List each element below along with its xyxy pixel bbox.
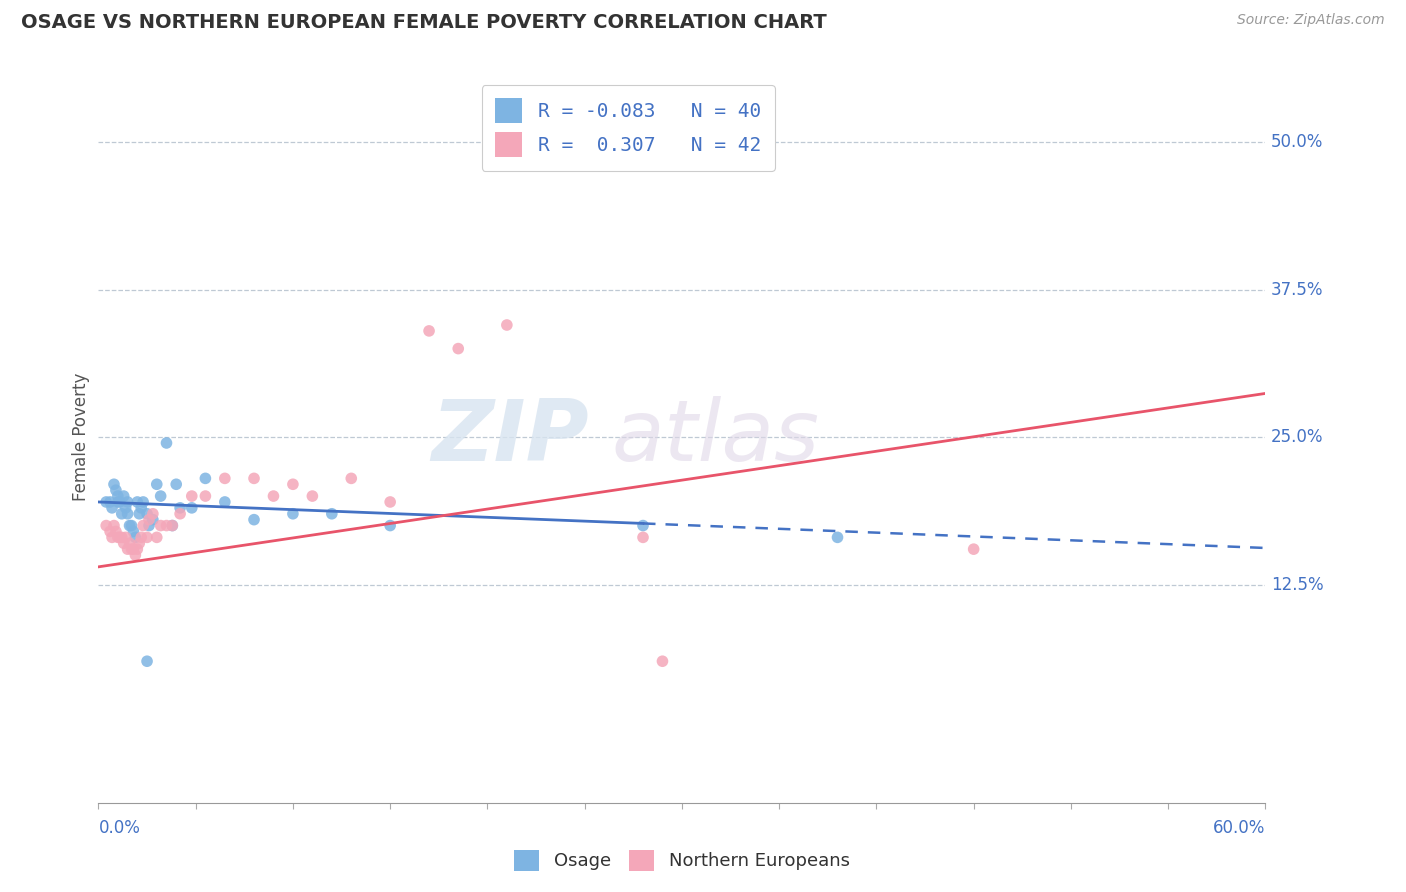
Text: 37.5%: 37.5%: [1271, 281, 1323, 299]
Point: [103, 518, 125, 533]
Point: [243, 471, 266, 485]
Point: [631, 530, 654, 544]
Point: [112, 536, 135, 550]
Point: [96, 518, 118, 533]
Point: [121, 542, 143, 557]
Point: [128, 536, 150, 550]
Point: [146, 530, 169, 544]
Point: [651, 654, 673, 668]
Point: [169, 500, 191, 515]
Point: [118, 518, 141, 533]
Point: [104, 483, 127, 498]
Point: [962, 542, 984, 557]
Text: Source: ZipAtlas.com: Source: ZipAtlas.com: [1237, 13, 1385, 28]
Point: [127, 495, 149, 509]
Point: [103, 477, 125, 491]
Text: ZIP: ZIP: [430, 395, 589, 479]
Point: [128, 507, 150, 521]
Point: [127, 542, 149, 557]
Point: [114, 500, 136, 515]
Point: [111, 507, 134, 521]
Point: [631, 518, 654, 533]
Text: OSAGE VS NORTHERN EUROPEAN FEMALE POVERTY CORRELATION CHART: OSAGE VS NORTHERN EUROPEAN FEMALE POVERT…: [21, 13, 827, 32]
Point: [108, 495, 131, 509]
Point: [142, 513, 165, 527]
Point: [121, 518, 143, 533]
Point: [149, 518, 172, 533]
Text: 60.0%: 60.0%: [1213, 819, 1265, 837]
Point: [117, 507, 139, 521]
Point: [136, 654, 159, 668]
Point: [138, 513, 160, 527]
Point: [194, 471, 217, 485]
Y-axis label: Female Poverty: Female Poverty: [72, 373, 90, 501]
Point: [281, 507, 304, 521]
Point: [122, 524, 145, 539]
Point: [107, 489, 129, 503]
Point: [98, 495, 121, 509]
Point: [101, 500, 124, 515]
Point: [132, 518, 155, 533]
Point: [108, 530, 131, 544]
Point: [180, 489, 202, 503]
Point: [138, 518, 160, 533]
Point: [104, 524, 127, 539]
Point: [136, 507, 159, 521]
Point: [418, 324, 440, 338]
Legend: Osage, Northern Europeans: Osage, Northern Europeans: [508, 843, 856, 878]
Point: [124, 548, 146, 562]
Point: [118, 536, 141, 550]
Text: 12.5%: 12.5%: [1271, 575, 1323, 593]
Point: [136, 530, 159, 544]
Point: [495, 318, 517, 332]
Point: [129, 530, 152, 544]
Point: [169, 507, 191, 521]
Point: [107, 495, 129, 509]
Point: [340, 471, 363, 485]
Point: [827, 530, 849, 544]
Point: [114, 530, 136, 544]
Point: [155, 436, 177, 450]
Text: 25.0%: 25.0%: [1271, 428, 1323, 446]
Point: [101, 530, 124, 544]
Text: 50.0%: 50.0%: [1271, 133, 1323, 151]
Point: [155, 518, 177, 533]
Point: [262, 489, 284, 503]
Text: atlas: atlas: [612, 395, 820, 479]
Point: [129, 500, 152, 515]
Point: [112, 489, 135, 503]
Point: [162, 518, 184, 533]
Text: 0.0%: 0.0%: [98, 819, 141, 837]
Point: [281, 477, 304, 491]
Point: [180, 500, 202, 515]
Point: [111, 530, 134, 544]
Point: [378, 518, 402, 533]
Point: [301, 489, 323, 503]
Point: [162, 518, 184, 533]
Point: [214, 495, 236, 509]
Point: [142, 507, 165, 521]
Point: [378, 495, 402, 509]
Point: [146, 477, 169, 491]
Point: [149, 489, 172, 503]
Point: [447, 342, 470, 356]
Point: [96, 495, 118, 509]
Point: [117, 495, 139, 509]
Point: [107, 530, 129, 544]
Point: [194, 489, 217, 503]
Point: [165, 477, 187, 491]
Point: [214, 471, 236, 485]
Point: [243, 513, 266, 527]
Point: [122, 542, 145, 557]
Point: [117, 542, 139, 557]
Point: [98, 524, 121, 539]
Point: [124, 530, 146, 544]
Point: [321, 507, 343, 521]
Point: [132, 495, 155, 509]
